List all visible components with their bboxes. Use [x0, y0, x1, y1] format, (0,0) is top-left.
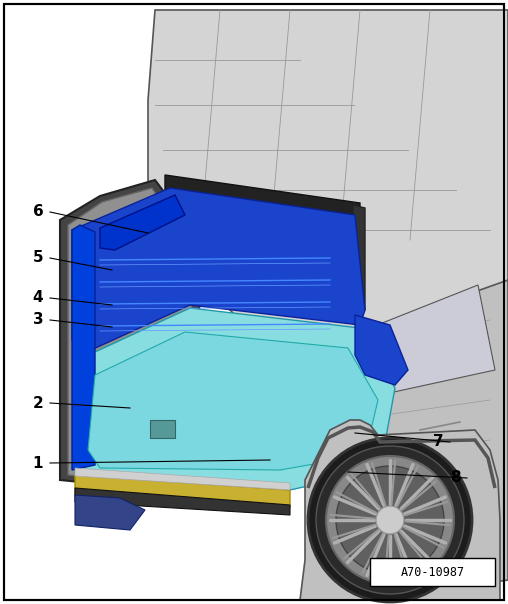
Polygon shape [72, 188, 365, 355]
Polygon shape [340, 280, 508, 590]
Text: 8: 8 [450, 471, 460, 486]
Bar [150, 420, 175, 438]
Polygon shape [352, 285, 495, 395]
Polygon shape [355, 315, 408, 385]
Polygon shape [100, 195, 185, 250]
Polygon shape [75, 495, 145, 530]
Text: 1: 1 [33, 455, 43, 471]
Polygon shape [88, 332, 378, 470]
Polygon shape [75, 475, 290, 508]
Polygon shape [353, 205, 365, 310]
Polygon shape [75, 308, 395, 490]
Circle shape [326, 456, 454, 584]
Polygon shape [75, 488, 290, 515]
Circle shape [316, 446, 464, 594]
Circle shape [376, 506, 404, 534]
Polygon shape [300, 420, 500, 600]
Polygon shape [60, 180, 200, 490]
Polygon shape [72, 225, 95, 470]
Bar [370, 558, 495, 586]
Circle shape [308, 438, 472, 602]
Polygon shape [165, 175, 360, 218]
Text: 5: 5 [33, 251, 43, 266]
Polygon shape [165, 278, 355, 315]
Polygon shape [68, 188, 192, 483]
Polygon shape [170, 182, 355, 295]
Circle shape [336, 466, 444, 574]
Text: 3: 3 [33, 312, 43, 327]
Text: 7: 7 [433, 434, 443, 449]
Text: 2: 2 [33, 396, 43, 411]
Text: 4: 4 [33, 291, 43, 306]
Polygon shape [148, 10, 508, 390]
Text: 6: 6 [33, 205, 43, 219]
Polygon shape [75, 468, 290, 490]
Text: A70-10987: A70-10987 [400, 565, 464, 579]
